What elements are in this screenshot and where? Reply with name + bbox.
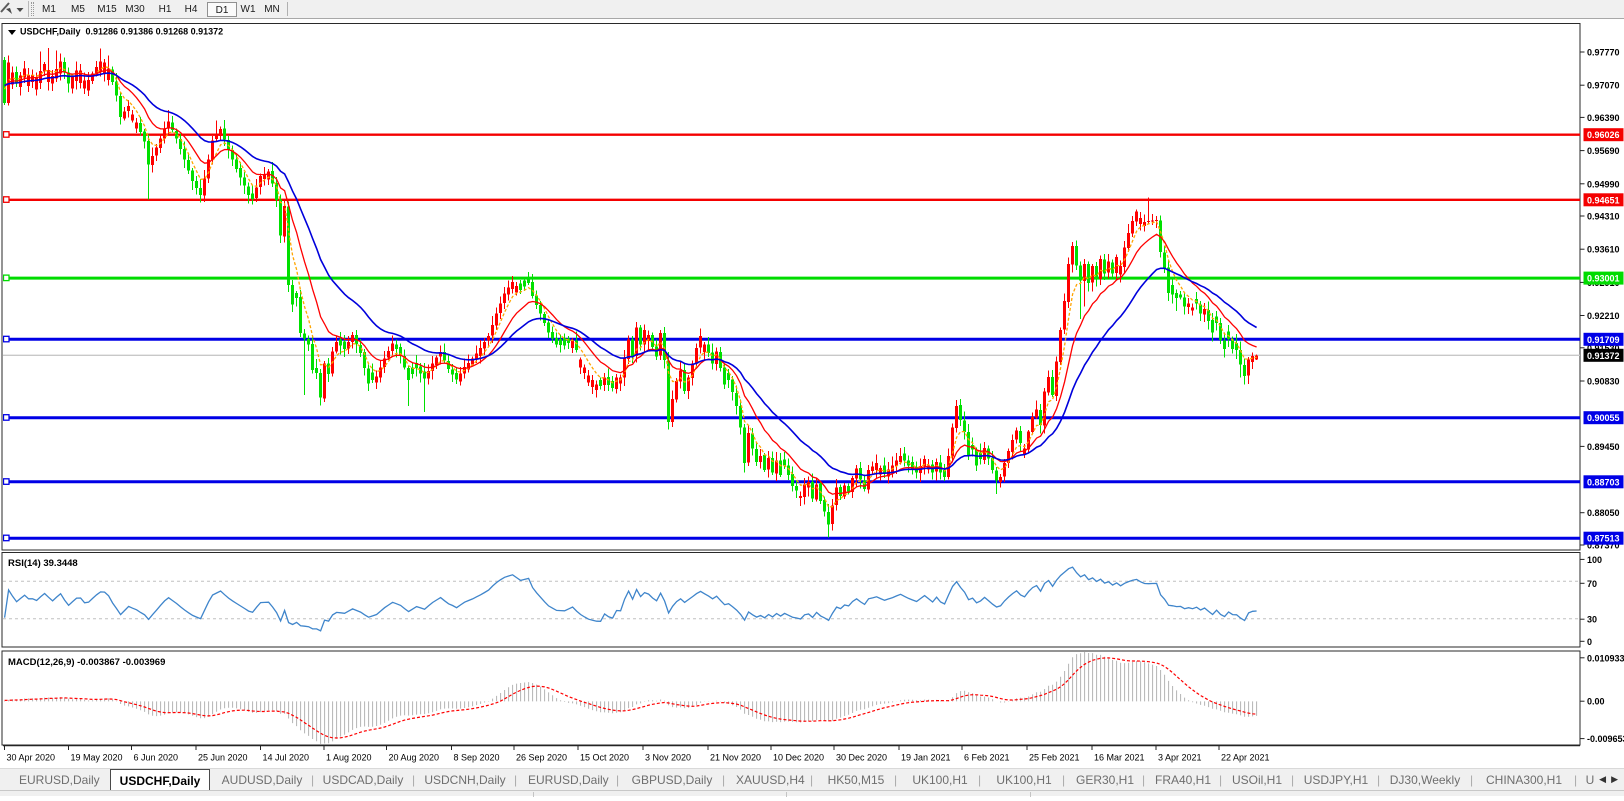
svg-text:21 Nov 2020: 21 Nov 2020 xyxy=(710,753,761,763)
svg-text:25 Jun 2020: 25 Jun 2020 xyxy=(198,753,248,763)
svg-text:0.90055: 0.90055 xyxy=(1587,413,1620,423)
svg-text:30 Apr 2020: 30 Apr 2020 xyxy=(7,753,56,763)
svg-text:0: 0 xyxy=(1587,637,1592,647)
svg-text:8 Sep 2020: 8 Sep 2020 xyxy=(454,753,500,763)
svg-text:100: 100 xyxy=(1587,555,1602,565)
svg-text:0.94990: 0.94990 xyxy=(1587,179,1620,189)
svg-text:19 May 2020: 19 May 2020 xyxy=(71,753,123,763)
svg-text:30 Dec 2020: 30 Dec 2020 xyxy=(836,753,887,763)
svg-text:0.94310: 0.94310 xyxy=(1587,212,1620,222)
svg-text:26 Sep 2020: 26 Sep 2020 xyxy=(516,753,567,763)
svg-text:20 Aug 2020: 20 Aug 2020 xyxy=(389,753,440,763)
svg-text:6 Feb 2021: 6 Feb 2021 xyxy=(964,753,1010,763)
svg-text:0.93001: 0.93001 xyxy=(1587,274,1620,284)
svg-text:14 Jul 2020: 14 Jul 2020 xyxy=(263,753,310,763)
svg-text:0.88050: 0.88050 xyxy=(1587,508,1620,518)
svg-text:0.90830: 0.90830 xyxy=(1587,377,1620,387)
svg-text:15 Oct 2020: 15 Oct 2020 xyxy=(580,753,629,763)
svg-text:0.010933: 0.010933 xyxy=(1587,653,1624,663)
svg-text:0.93610: 0.93610 xyxy=(1587,245,1620,255)
svg-text:0.91530: 0.91530 xyxy=(1587,343,1620,353)
svg-text:30: 30 xyxy=(1587,615,1597,625)
svg-text:0.95690: 0.95690 xyxy=(1587,146,1620,156)
svg-text:0.88703: 0.88703 xyxy=(1587,477,1620,487)
svg-text:0.94651: 0.94651 xyxy=(1587,195,1620,205)
svg-text:0.91372: 0.91372 xyxy=(1587,351,1620,361)
svg-text:0.92210: 0.92210 xyxy=(1587,311,1620,321)
svg-text:3 Nov 2020: 3 Nov 2020 xyxy=(645,753,691,763)
svg-text:22 Apr 2021: 22 Apr 2021 xyxy=(1221,753,1270,763)
svg-text:0.96026: 0.96026 xyxy=(1587,130,1620,140)
svg-text:25 Feb 2021: 25 Feb 2021 xyxy=(1029,753,1080,763)
svg-text:16 Mar 2021: 16 Mar 2021 xyxy=(1094,753,1145,763)
svg-text:0.97070: 0.97070 xyxy=(1587,81,1620,91)
svg-text:3 Apr 2021: 3 Apr 2021 xyxy=(1158,753,1202,763)
svg-text:6 Jun 2020: 6 Jun 2020 xyxy=(134,753,179,763)
svg-text:USDCHF,Daily 0.91286 0.91386: USDCHF,Daily 0.91286 0.91386 0.91268 0.9… xyxy=(20,27,223,37)
svg-text:MACD(12,26,9) -0.003867 -0.003: MACD(12,26,9) -0.003867 -0.003969 xyxy=(8,657,165,668)
svg-text:-0.009653: -0.009653 xyxy=(1587,734,1624,744)
svg-text:1 Aug 2020: 1 Aug 2020 xyxy=(326,753,372,763)
svg-text:0.96390: 0.96390 xyxy=(1587,113,1620,123)
svg-text:0.89450: 0.89450 xyxy=(1587,442,1620,452)
svg-text:0.87513: 0.87513 xyxy=(1587,534,1620,544)
svg-text:RSI(14) 39.3448: RSI(14) 39.3448 xyxy=(8,558,78,569)
svg-text:0.97770: 0.97770 xyxy=(1587,48,1620,58)
svg-text:0.91709: 0.91709 xyxy=(1587,335,1620,345)
svg-text:19 Jan 2021: 19 Jan 2021 xyxy=(901,753,951,763)
svg-text:0.00: 0.00 xyxy=(1587,697,1605,707)
svg-text:70: 70 xyxy=(1587,579,1597,589)
svg-text:0.87370: 0.87370 xyxy=(1587,541,1620,551)
svg-text:10 Dec 2020: 10 Dec 2020 xyxy=(773,753,824,763)
